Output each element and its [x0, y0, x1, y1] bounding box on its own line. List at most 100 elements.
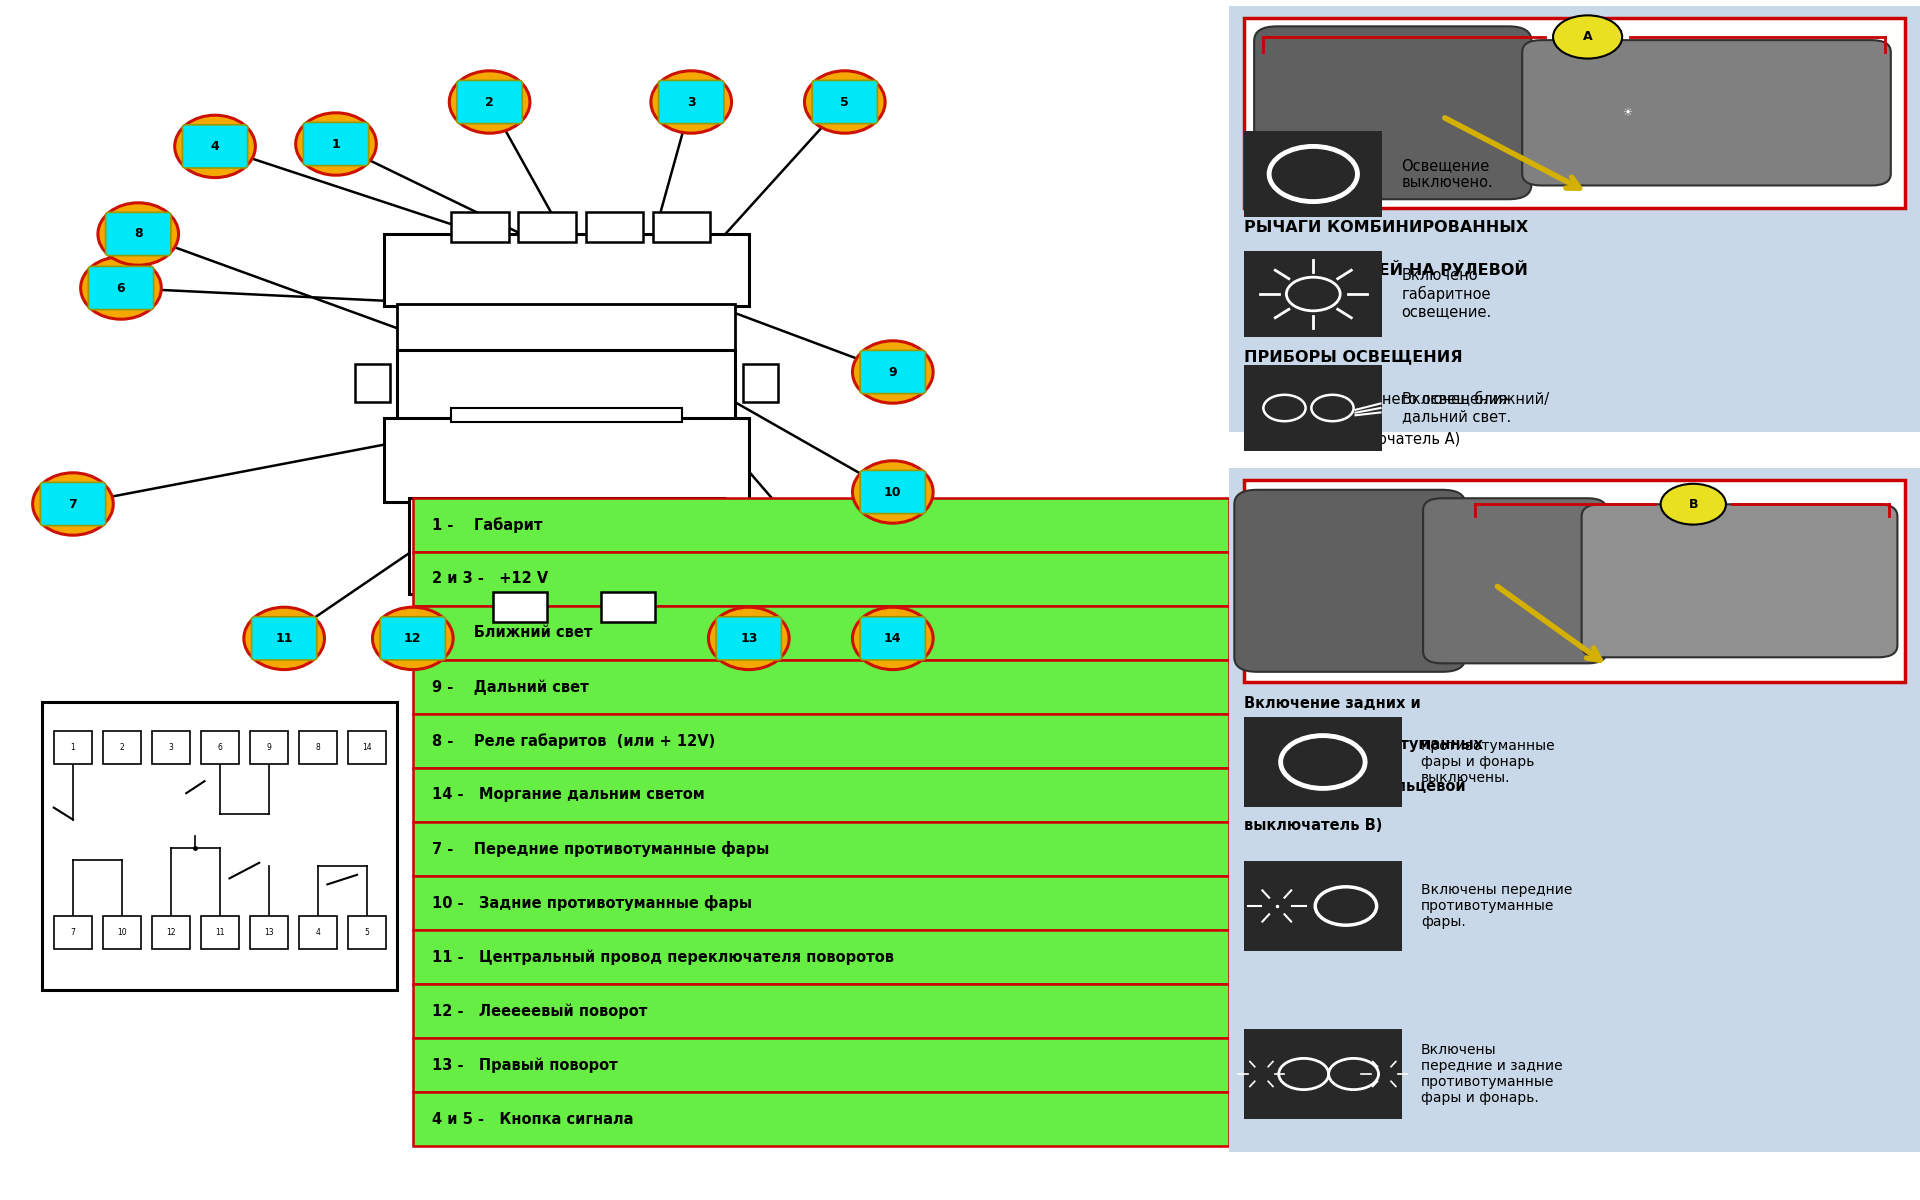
FancyBboxPatch shape: [457, 80, 522, 124]
FancyBboxPatch shape: [303, 122, 369, 166]
Text: 6 -    Ближний свет: 6 - Ближний свет: [432, 625, 593, 641]
FancyBboxPatch shape: [1244, 716, 1402, 806]
Text: 13: 13: [263, 928, 275, 937]
FancyBboxPatch shape: [451, 408, 682, 422]
FancyBboxPatch shape: [1244, 18, 1905, 208]
Text: 5: 5: [841, 96, 849, 108]
FancyBboxPatch shape: [1244, 131, 1382, 217]
FancyBboxPatch shape: [413, 1092, 1229, 1146]
Text: 14: 14: [361, 743, 372, 752]
Text: РЫЧАГИ КОМБИНИРОВАННЫХ: РЫЧАГИ КОМБИНИРОВАННЫХ: [1244, 220, 1528, 235]
Ellipse shape: [449, 71, 530, 133]
Text: B: B: [1688, 498, 1697, 511]
Text: ☀: ☀: [1622, 108, 1632, 118]
Text: 2: 2: [486, 96, 493, 108]
Text: 2 и 3 -   +12 V: 2 и 3 - +12 V: [432, 571, 549, 587]
FancyBboxPatch shape: [42, 702, 397, 990]
FancyBboxPatch shape: [413, 606, 1229, 660]
FancyBboxPatch shape: [384, 418, 749, 502]
Circle shape: [1553, 16, 1622, 59]
Text: 4: 4: [211, 140, 219, 152]
FancyBboxPatch shape: [413, 876, 1229, 930]
Ellipse shape: [804, 71, 885, 133]
FancyBboxPatch shape: [397, 304, 735, 354]
Text: ПРИБОРЫ ОСВЕЩЕНИЯ: ПРИБОРЫ ОСВЕЩЕНИЯ: [1244, 349, 1463, 365]
Text: 14 -   Моргание дальним светом: 14 - Моргание дальним светом: [432, 787, 705, 803]
FancyBboxPatch shape: [493, 592, 547, 622]
FancyBboxPatch shape: [518, 212, 576, 242]
FancyBboxPatch shape: [1254, 26, 1532, 199]
Text: 13 -   Правый поворот: 13 - Правый поворот: [432, 1057, 618, 1073]
Text: 2: 2: [119, 743, 125, 752]
Text: фар и фонаря (кольцевой: фар и фонаря (кольцевой: [1244, 778, 1465, 793]
FancyBboxPatch shape: [250, 916, 288, 949]
Ellipse shape: [244, 607, 324, 670]
FancyBboxPatch shape: [384, 234, 749, 306]
FancyBboxPatch shape: [104, 731, 142, 764]
Text: Включено
габаритное
освещение.: Включено габаритное освещение.: [1402, 269, 1492, 319]
FancyBboxPatch shape: [1244, 365, 1382, 451]
FancyBboxPatch shape: [716, 617, 781, 660]
FancyBboxPatch shape: [860, 617, 925, 660]
FancyBboxPatch shape: [409, 498, 724, 594]
FancyBboxPatch shape: [104, 916, 142, 949]
FancyBboxPatch shape: [300, 731, 338, 764]
FancyBboxPatch shape: [860, 350, 925, 394]
Text: 9 -    Дальний свет: 9 - Дальний свет: [432, 679, 589, 695]
FancyBboxPatch shape: [1582, 504, 1897, 658]
Ellipse shape: [651, 71, 732, 133]
FancyBboxPatch shape: [659, 80, 724, 124]
FancyBboxPatch shape: [413, 660, 1229, 714]
FancyBboxPatch shape: [413, 714, 1229, 768]
FancyBboxPatch shape: [413, 984, 1229, 1038]
FancyBboxPatch shape: [88, 266, 154, 310]
Ellipse shape: [175, 115, 255, 178]
FancyBboxPatch shape: [1235, 490, 1465, 672]
Text: (кольцевой выключатель А): (кольцевой выключатель А): [1244, 431, 1461, 446]
Text: 11: 11: [275, 632, 294, 644]
FancyBboxPatch shape: [54, 731, 92, 764]
Ellipse shape: [296, 113, 376, 175]
FancyBboxPatch shape: [413, 768, 1229, 822]
Text: 9: 9: [267, 743, 271, 752]
FancyBboxPatch shape: [300, 916, 338, 949]
FancyBboxPatch shape: [1244, 480, 1905, 682]
Text: 9: 9: [889, 366, 897, 378]
FancyBboxPatch shape: [380, 617, 445, 660]
FancyBboxPatch shape: [653, 212, 710, 242]
FancyBboxPatch shape: [860, 470, 925, 514]
FancyBboxPatch shape: [413, 822, 1229, 876]
FancyBboxPatch shape: [413, 1038, 1229, 1092]
FancyBboxPatch shape: [1523, 40, 1891, 186]
FancyBboxPatch shape: [200, 731, 238, 764]
FancyBboxPatch shape: [451, 212, 509, 242]
Ellipse shape: [372, 607, 453, 670]
Text: 5: 5: [365, 928, 369, 937]
FancyBboxPatch shape: [1229, 6, 1920, 432]
Text: ВЫКЛЮЧАТЕЛЕЙ НА РУЛЕВОЙ: ВЫКЛЮЧАТЕЛЕЙ НА РУЛЕВОЙ: [1244, 263, 1528, 278]
Text: 12: 12: [403, 632, 422, 644]
Text: Включен ближний/
дальний свет.: Включен ближний/ дальний свет.: [1402, 391, 1549, 425]
Text: 1 -    Габарит: 1 - Габарит: [432, 517, 543, 533]
Text: 11: 11: [215, 928, 225, 937]
Text: Включены
передние и задние
противотуманные
фары и фонарь.: Включены передние и задние противотуманн…: [1421, 1043, 1563, 1105]
Text: 4: 4: [315, 928, 321, 937]
FancyBboxPatch shape: [355, 364, 390, 402]
Text: 6: 6: [217, 743, 223, 752]
Text: A: A: [1582, 30, 1592, 43]
Text: 3: 3: [687, 96, 695, 108]
Text: 7 -    Передние противотуманные фары: 7 - Передние противотуманные фары: [432, 841, 770, 857]
FancyBboxPatch shape: [54, 916, 92, 949]
Text: 8 -    Реле габаритов  (или + 12V): 8 - Реле габаритов (или + 12V): [432, 733, 716, 749]
Text: 1: 1: [71, 743, 75, 752]
Circle shape: [1661, 484, 1726, 524]
FancyBboxPatch shape: [348, 731, 386, 764]
Ellipse shape: [33, 473, 113, 535]
Text: 14: 14: [883, 632, 902, 644]
FancyBboxPatch shape: [413, 930, 1229, 984]
Text: передних противотуманных: передних противотуманных: [1244, 737, 1482, 751]
Ellipse shape: [852, 607, 933, 670]
Text: 10: 10: [883, 486, 902, 498]
Ellipse shape: [81, 257, 161, 319]
FancyBboxPatch shape: [250, 731, 288, 764]
